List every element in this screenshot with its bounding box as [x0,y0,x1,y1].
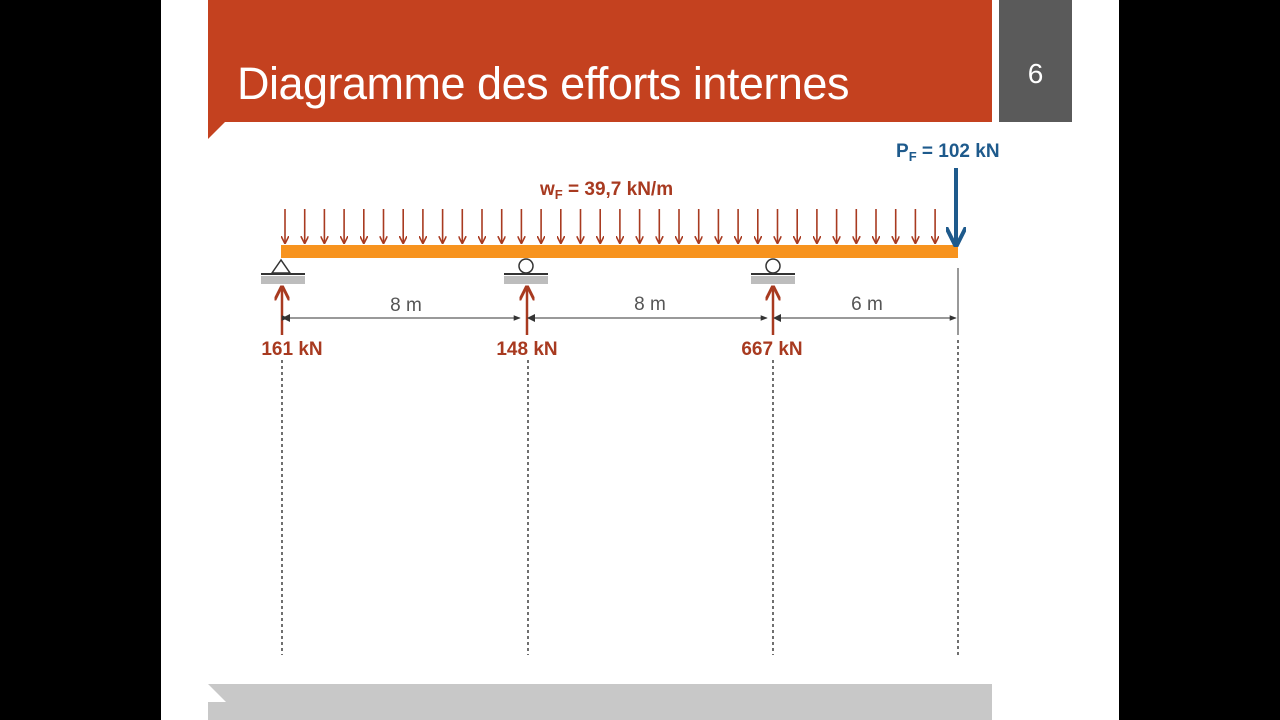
title-bar: Diagramme des efforts internes [208,0,992,122]
reaction-label: 667 kN [741,339,802,360]
beam [281,245,958,258]
span-label: 8 m [634,294,666,315]
distributed-load-arrows [285,209,935,243]
span-label: 8 m [390,295,422,316]
slide-title: Diagramme des efforts internes [237,58,849,109]
footer-bar-notch [208,684,226,702]
reaction-label: 161 kN [261,339,322,360]
reaction-label: 148 kN [496,339,557,360]
roller-support [751,258,795,284]
page-number: 6 [1027,58,1044,89]
footer-bar [208,684,992,720]
distributed-load-label: wF = 39,7 kN/m [539,179,673,202]
page-number-box: 6 [999,0,1072,122]
title-bar-notch [208,121,226,139]
pin-support [261,258,305,284]
point-load-label: PF = 102 kN [896,141,1000,164]
roller-support [504,258,548,284]
span-label: 6 m [851,294,883,315]
slide: Diagramme des efforts internes 6 [161,0,1119,720]
